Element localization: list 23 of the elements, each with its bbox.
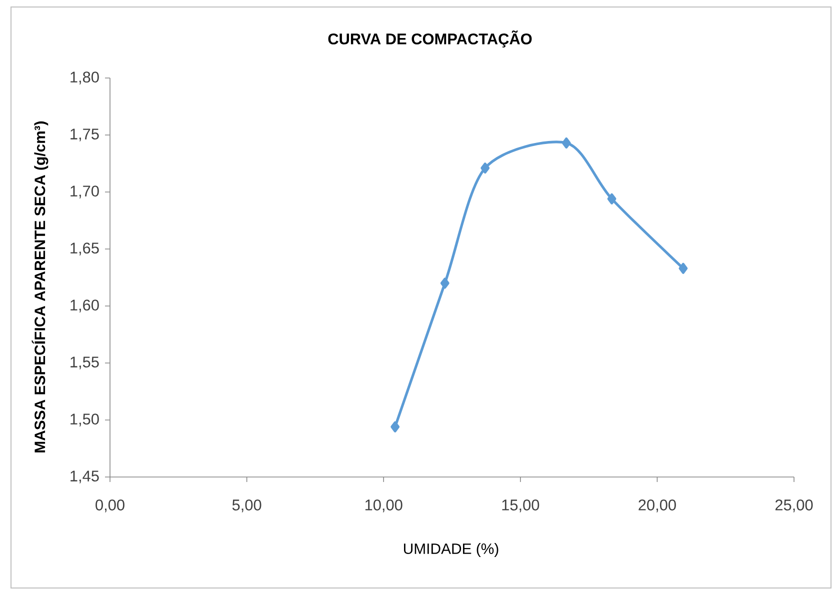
x-tick-label: 5,00	[232, 500, 262, 512]
y-tick-label: 1,65	[70, 242, 99, 256]
x-axis-title: UMIDADE (%)	[404, 543, 498, 557]
y-tick-label: 1,70	[70, 186, 99, 198]
point	[440, 278, 450, 289]
y-tick-label: 1,45	[70, 470, 99, 484]
point	[562, 137, 571, 148]
point	[607, 193, 616, 204]
x-tick-label: 20,00	[638, 500, 676, 512]
x-tick-label: 10,00	[365, 500, 402, 512]
y-tick-label: 1,50	[70, 414, 99, 426]
y-tick-label: 1,80	[70, 72, 99, 84]
y-tick-label: 1,55	[70, 356, 99, 370]
x-tick-label: 0,00	[96, 500, 124, 512]
point	[390, 421, 400, 432]
x-tick-label: 25,00	[775, 500, 813, 512]
chart-title: CURVA DE COMPACTAÇÃO	[328, 30, 532, 48]
point	[480, 162, 490, 174]
y-tick-label: 1,75	[70, 128, 99, 142]
x-tick-label: 15,00	[502, 500, 540, 512]
y-tick-label: 1,60	[70, 300, 99, 312]
point	[678, 262, 688, 274]
y-axis-title: MASSA ESPECÍFICA APARENTE SECA (g/cm³)	[32, 121, 48, 452]
